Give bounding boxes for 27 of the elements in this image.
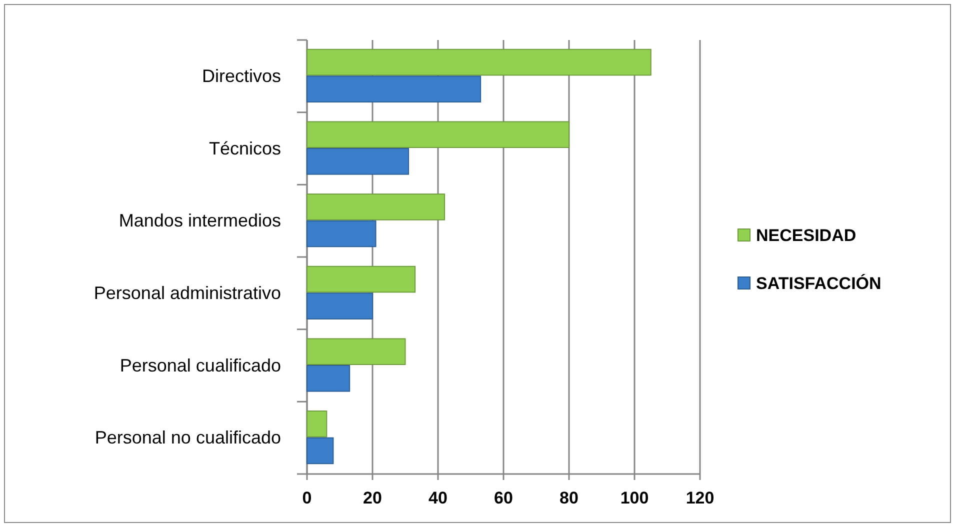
bar: [306, 76, 482, 102]
y-tick-label: Técnicos: [208, 138, 281, 158]
x-tick-label: 20: [363, 488, 382, 508]
bar: [306, 437, 334, 464]
y-tick-label: Personal no cualificado: [94, 428, 281, 448]
y-tick-label: Directivos: [202, 66, 281, 86]
y-tick-label: Mandos intermedios: [118, 210, 281, 231]
bar: [306, 121, 570, 148]
bar: [306, 48, 652, 76]
bar: [306, 266, 416, 293]
bar: [306, 148, 410, 175]
x-tick-label: 100: [620, 488, 649, 508]
legend-label: NECESIDAD: [756, 226, 856, 245]
x-tick-label: 80: [560, 488, 578, 508]
bar: [306, 410, 328, 438]
legend-label: SATISFACCIÓN: [756, 272, 882, 293]
x-tick-label: 120: [686, 488, 714, 508]
y-tick-label: Personal administrativo: [94, 282, 281, 303]
bar: [306, 194, 446, 220]
y-tick-label: Personal cualificado: [120, 355, 281, 376]
x-tick-label: 0: [302, 488, 312, 508]
bar: [306, 292, 373, 320]
x-tick-label: 40: [428, 488, 448, 508]
bar: [306, 365, 350, 392]
bar: [306, 220, 376, 248]
bar: [306, 338, 406, 365]
x-tick-label: 60: [494, 488, 513, 508]
